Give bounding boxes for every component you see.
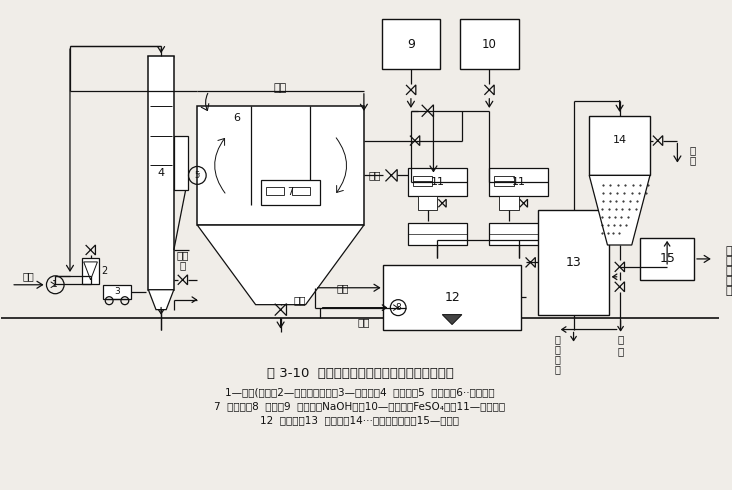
Text: 排: 排 [618, 335, 624, 344]
Text: 铁: 铁 [725, 246, 732, 256]
Text: 图 3-10  铁氧体法处理含铬废水连续式工艺流程: 图 3-10 铁氧体法处理含铬废水连续式工艺流程 [266, 368, 453, 380]
Text: 11: 11 [430, 177, 444, 187]
Text: 用: 用 [555, 344, 561, 354]
Text: 浮渣: 浮渣 [274, 83, 287, 93]
Text: 排: 排 [689, 146, 695, 155]
Text: 12  废水池；13  清水槽；14···铁氧体转化槽；15—脱水机: 12 废水池；13 清水槽；14···铁氧体转化槽；15—脱水机 [261, 415, 460, 425]
Bar [589, 116, 650, 175]
Text: 13: 13 [566, 256, 581, 269]
Text: 14: 14 [613, 135, 627, 145]
Bar [103, 285, 131, 299]
Bar [499, 196, 519, 210]
Polygon shape [442, 315, 462, 324]
Text: 体: 体 [725, 266, 732, 276]
Bar [266, 187, 283, 196]
Bar [460, 19, 519, 69]
Bar [198, 106, 364, 225]
Text: 1: 1 [53, 280, 58, 289]
Polygon shape [198, 225, 364, 305]
Text: 9: 9 [407, 38, 415, 50]
Text: 7: 7 [287, 187, 294, 197]
Text: 5: 5 [195, 171, 200, 180]
Bar [489, 223, 548, 245]
Text: 清水: 清水 [294, 294, 307, 305]
Text: 放: 放 [618, 346, 624, 356]
Text: 7  释放器；8  废水；9  配液箱（NaOH）；10—配液箱（FeSO₄）；11—投药箱；: 7 释放器；8 废水；9 配液箱（NaOH）；10—配液箱（FeSO₄）；11—… [214, 401, 506, 411]
Polygon shape [589, 175, 650, 245]
Text: 氧: 氧 [725, 256, 732, 266]
Text: 8: 8 [395, 303, 401, 312]
Polygon shape [149, 290, 173, 310]
Bar [149, 56, 173, 290]
Text: 放: 放 [689, 155, 695, 166]
Bar [408, 223, 467, 245]
Text: 水: 水 [179, 260, 186, 270]
Text: 废水: 废水 [358, 318, 370, 327]
Bar [418, 196, 438, 210]
Bar [413, 176, 433, 186]
Bar [261, 180, 320, 205]
Bar [538, 210, 609, 315]
Text: 1—溶气(水泵；2—溶气水流量计；3—空压机；4  溶气罐；5  压力表；6··气浮槽；: 1—溶气(水泵；2—溶气水流量计；3—空压机；4 溶气罐；5 压力表；6··气浮… [225, 387, 495, 397]
Text: 或: 或 [555, 354, 561, 365]
Text: 12: 12 [444, 291, 460, 304]
Bar [173, 136, 187, 190]
Text: 渣: 渣 [725, 286, 732, 296]
Text: 废水: 废水 [23, 271, 34, 281]
Text: 6: 6 [233, 113, 240, 122]
Text: 清水: 清水 [369, 171, 381, 180]
Bar [494, 176, 514, 186]
Text: 15: 15 [660, 252, 675, 266]
Text: 3: 3 [114, 287, 120, 296]
Bar [292, 187, 310, 196]
Text: 回: 回 [555, 335, 561, 344]
Bar [381, 19, 441, 69]
Text: 下: 下 [725, 276, 732, 286]
Text: 废水: 废水 [337, 283, 349, 293]
Text: 排: 排 [555, 364, 561, 374]
Bar [82, 258, 100, 284]
Text: 溶气: 溶气 [176, 250, 189, 260]
Bar [384, 265, 520, 329]
Text: 4: 4 [157, 168, 165, 178]
Bar [408, 169, 467, 196]
Text: 11: 11 [512, 177, 526, 187]
Text: 10: 10 [482, 38, 497, 50]
Bar [489, 169, 548, 196]
Bar [640, 238, 694, 280]
Text: 2: 2 [101, 266, 108, 276]
